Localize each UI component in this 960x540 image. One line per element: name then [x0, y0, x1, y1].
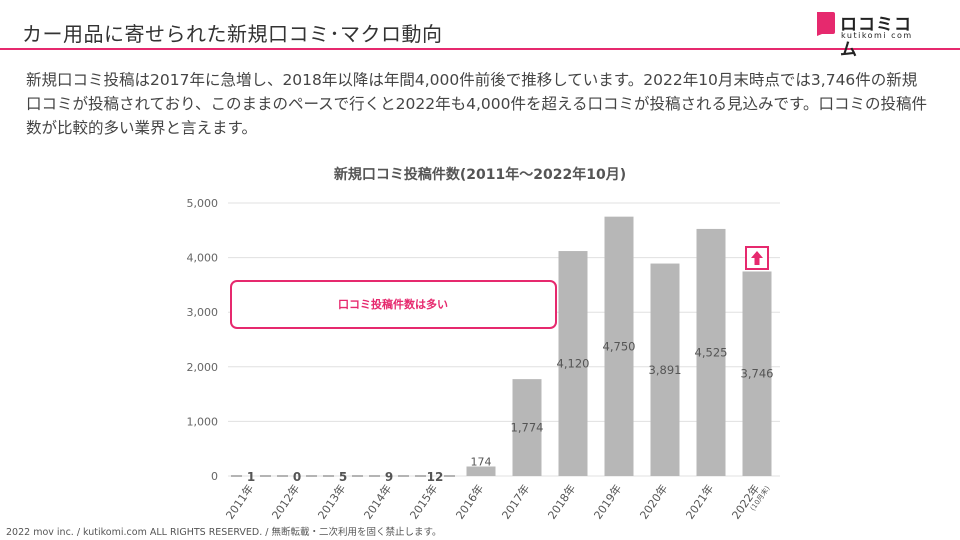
bar [696, 228, 726, 476]
y-tick-label: 4,000 [187, 252, 219, 265]
y-tick-label: 3,000 [187, 306, 219, 319]
data-label: 12 [427, 470, 444, 484]
bar [650, 263, 680, 476]
summary-text: 新規口コミ投稿は2017年に急増し、2018年以降は年間4,000件前後で推移し… [26, 71, 927, 137]
x-tick-label: 2021年 [683, 482, 717, 520]
bar [604, 216, 634, 476]
data-label: 0 [293, 470, 301, 484]
x-tick-label: 2013年 [315, 482, 349, 520]
data-label: 9 [385, 470, 393, 484]
x-tick-label: 2015年 [407, 482, 441, 520]
data-label: 3,746 [741, 367, 774, 381]
bar [512, 379, 542, 476]
logo-speech-bubble-icon [817, 12, 835, 36]
chart-title: 新規口コミ投稿件数(2011年〜2022年10月) [333, 167, 627, 183]
data-label: 3,891 [649, 363, 682, 377]
x-tick-label: 2019年 [591, 482, 625, 520]
logo-wordmark: ロコミコム [840, 15, 912, 60]
data-label: 1,774 [511, 421, 544, 435]
y-tick-label: 2,000 [187, 361, 219, 374]
annotation-box [230, 280, 557, 329]
logo: ロコミコム kutikomi com [815, 11, 925, 60]
title-divider [0, 48, 960, 50]
data-label: 4,525 [695, 345, 728, 359]
x-tick-label: 2016年 [453, 482, 487, 520]
bar-chart: 01,0002,0003,0004,0005,00012011年02012年52… [187, 197, 780, 520]
data-label: 4,750 [603, 339, 636, 353]
y-tick-label: 0 [211, 470, 218, 483]
x-tick-label: 2012年 [269, 482, 303, 520]
arrow-up-icon [751, 251, 763, 265]
bar [742, 271, 772, 476]
x-tick-label: 2020年 [637, 482, 671, 520]
x-tick-label: 2017年 [499, 482, 533, 520]
y-tick-label: 1,000 [187, 415, 219, 428]
y-tick-label: 5,000 [187, 197, 219, 210]
bar [558, 251, 588, 476]
data-label: 174 [471, 455, 492, 468]
footer-copyright: 2022 mov inc. / kutikomi.com ALL RIGHTS … [6, 527, 442, 538]
page-title: カー用品に寄せられた新規口コミ･マクロ動向 [22, 22, 443, 46]
data-label: 4,120 [557, 357, 590, 371]
annotation-text: 口コミ投稿件数は多い [338, 297, 448, 311]
data-label: 5 [339, 470, 347, 484]
logo-subtext: kutikomi com [841, 31, 913, 40]
x-tick-label: 2018年 [545, 482, 579, 520]
data-label: 1 [247, 470, 255, 484]
x-tick-label: 2014年 [361, 482, 395, 520]
bar [466, 466, 496, 476]
x-tick-label: 2011年 [223, 482, 257, 520]
